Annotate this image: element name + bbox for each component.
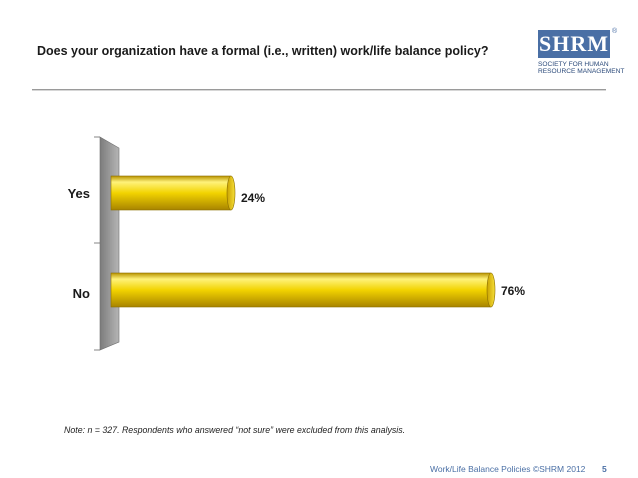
slide-title: Does your organization have a formal (i.… xyxy=(37,44,489,58)
shrm-logo: SHRM ® SOCIETY FOR HUMAN RESOURCE MANAGE… xyxy=(508,28,624,86)
logo-line-2: RESOURCE MANAGEMENT xyxy=(538,68,625,75)
bar-cap-no xyxy=(486,272,496,308)
header-divider xyxy=(32,89,606,91)
page-number: 5 xyxy=(602,464,607,474)
footer-text: Work/Life Balance Policies ©SHRM 2012 xyxy=(430,464,586,474)
value-label-yes: 24% xyxy=(241,191,265,205)
axis-wall xyxy=(99,136,120,351)
category-label-yes: Yes xyxy=(68,186,90,201)
category-label-no: No xyxy=(73,286,90,301)
chart-note: Note: n = 327. Respondents who answered … xyxy=(64,425,406,435)
bar-cap-yes xyxy=(226,175,236,211)
bar-no xyxy=(110,272,492,308)
logo-registered: ® xyxy=(612,28,618,35)
bar-yes xyxy=(110,175,232,211)
logo-line-1: SOCIETY FOR HUMAN xyxy=(538,61,609,68)
value-label-no: 76% xyxy=(501,284,525,298)
logo-mark: SHRM xyxy=(538,30,610,58)
